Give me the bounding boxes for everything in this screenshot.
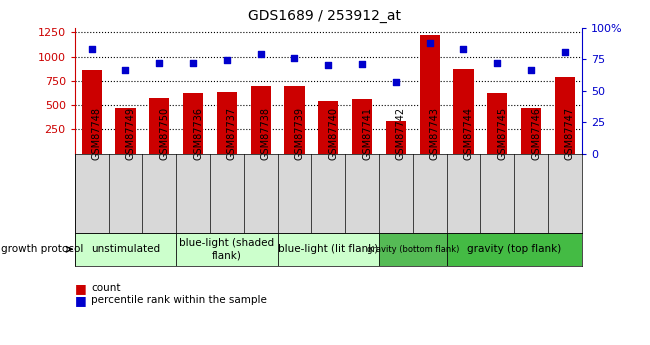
- Point: [154, 60, 164, 66]
- Text: GSM87750: GSM87750: [159, 107, 169, 160]
- Bar: [318, 101, 339, 154]
- Bar: [149, 98, 170, 154]
- Text: GSM87744: GSM87744: [463, 107, 473, 160]
- Point: [222, 58, 232, 63]
- Bar: [521, 108, 541, 154]
- Text: gravity (top flank): gravity (top flank): [467, 244, 561, 254]
- Text: GSM87743: GSM87743: [430, 107, 439, 160]
- Text: GDS1689 / 253912_at: GDS1689 / 253912_at: [248, 9, 402, 23]
- Bar: [419, 35, 440, 154]
- Text: blue-light (shaded
flank): blue-light (shaded flank): [179, 238, 274, 260]
- Text: GSM87740: GSM87740: [328, 107, 338, 160]
- Point: [492, 60, 502, 66]
- Bar: [453, 69, 474, 154]
- Text: count: count: [91, 283, 120, 293]
- Text: GSM87741: GSM87741: [362, 107, 372, 160]
- FancyBboxPatch shape: [278, 233, 379, 266]
- Point: [86, 46, 97, 52]
- Text: GSM87747: GSM87747: [565, 107, 575, 160]
- Bar: [554, 77, 575, 154]
- FancyBboxPatch shape: [379, 233, 447, 266]
- Point: [120, 68, 131, 73]
- Bar: [250, 86, 271, 154]
- Point: [188, 60, 198, 66]
- Bar: [216, 91, 237, 154]
- Bar: [115, 108, 136, 154]
- Point: [323, 62, 333, 68]
- Text: growth protocol: growth protocol: [1, 244, 84, 254]
- Bar: [352, 99, 372, 154]
- Text: blue-light (lit flank): blue-light (lit flank): [278, 244, 378, 254]
- Text: GSM87745: GSM87745: [497, 107, 507, 160]
- Bar: [183, 93, 203, 154]
- Bar: [487, 93, 508, 154]
- Point: [424, 40, 435, 46]
- FancyBboxPatch shape: [176, 233, 278, 266]
- Point: [255, 51, 266, 57]
- Text: percentile rank within the sample: percentile rank within the sample: [91, 295, 267, 305]
- Point: [391, 79, 401, 85]
- Text: GSM87748: GSM87748: [92, 107, 101, 160]
- FancyBboxPatch shape: [447, 233, 582, 266]
- Text: GSM87738: GSM87738: [261, 107, 270, 160]
- Bar: [284, 86, 305, 154]
- Point: [357, 61, 367, 67]
- Bar: [81, 70, 102, 154]
- Text: GSM87737: GSM87737: [227, 107, 237, 160]
- Text: GSM87749: GSM87749: [125, 107, 135, 160]
- Point: [289, 55, 300, 61]
- Point: [526, 68, 536, 73]
- Text: GSM87739: GSM87739: [294, 107, 304, 160]
- Text: ■: ■: [75, 294, 86, 307]
- FancyBboxPatch shape: [75, 233, 176, 266]
- Text: gravity (bottom flank): gravity (bottom flank): [367, 245, 459, 254]
- Text: GSM87746: GSM87746: [531, 107, 541, 160]
- Text: GSM87736: GSM87736: [193, 107, 203, 160]
- Point: [458, 46, 469, 52]
- Text: ■: ■: [75, 282, 86, 295]
- Text: unstimulated: unstimulated: [91, 244, 160, 254]
- Point: [560, 49, 570, 54]
- Text: GSM87742: GSM87742: [396, 107, 406, 160]
- Bar: [385, 121, 406, 154]
